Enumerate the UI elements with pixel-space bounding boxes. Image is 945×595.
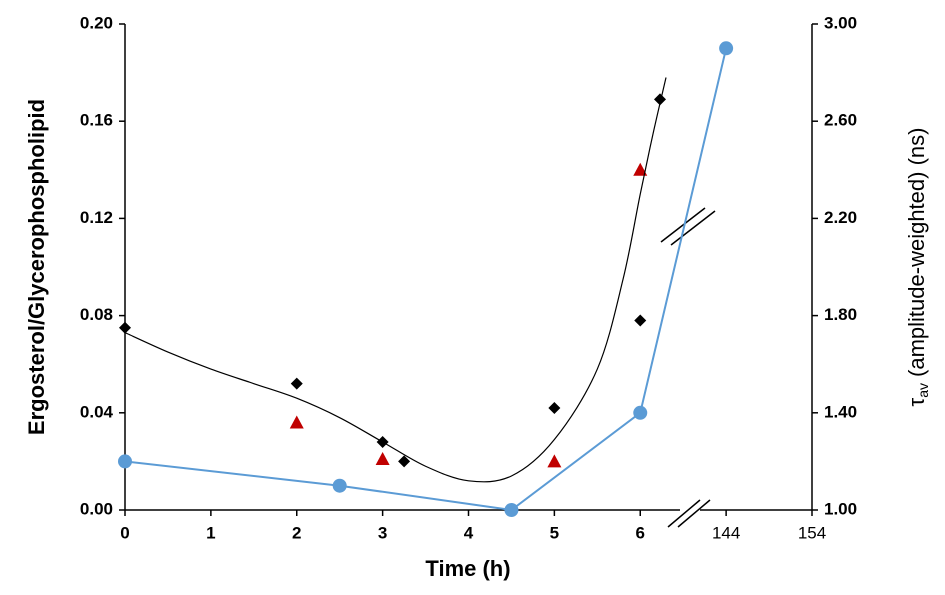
y2-axis-title: τav (amplitude-weighted) (ns) xyxy=(904,128,931,407)
break-mark xyxy=(667,499,701,528)
y-tick-label: 0.04 xyxy=(80,402,114,421)
break-mark xyxy=(660,207,706,243)
diamond-marker xyxy=(398,455,411,468)
x-tick-label: 1 xyxy=(206,523,215,542)
series-line xyxy=(124,48,728,512)
y-tick-label: 0.16 xyxy=(80,111,113,130)
x-tick-label: 4 xyxy=(464,523,474,542)
break-mark xyxy=(677,499,711,528)
y2-tick-label: 1.80 xyxy=(824,305,857,324)
y2-title-text: (amplitude-weighted) (ns) xyxy=(904,128,929,377)
circle-marker xyxy=(719,41,734,56)
circle-marker xyxy=(332,478,347,493)
y2-tick-label: 1.00 xyxy=(824,499,857,518)
y-tick-label: 0.00 xyxy=(80,499,113,518)
y2-tick-label: 1.40 xyxy=(824,402,857,421)
diamond-marker xyxy=(290,377,303,390)
y-tick-label: 0.20 xyxy=(80,13,113,32)
y-axis-title: Ergosterol/Glycerophospholipid xyxy=(24,99,49,435)
y-tick-label: 0.12 xyxy=(80,208,113,227)
y2-title-subscript: av xyxy=(915,383,931,398)
x-axis-title: Time (h) xyxy=(425,556,510,581)
x-tick-label: 3 xyxy=(378,523,387,542)
diamond-marker xyxy=(634,314,647,327)
circle-marker xyxy=(118,454,132,469)
trend-line xyxy=(124,77,667,483)
y2-tick-label: 2.20 xyxy=(824,208,857,227)
triangle-marker xyxy=(633,162,648,176)
break-mark xyxy=(670,210,716,246)
diamond-marker xyxy=(548,401,561,414)
y-tick-label: 0.08 xyxy=(80,305,113,324)
triangle-marker xyxy=(289,415,304,429)
diamond-marker xyxy=(654,93,667,106)
x-tick-label: 2 xyxy=(292,523,301,542)
circle-marker xyxy=(504,503,519,517)
x-tick-label: 5 xyxy=(550,523,559,542)
circle-marker xyxy=(633,405,648,420)
x-tick-label: 6 xyxy=(636,523,645,542)
y2-tick-label: 3.00 xyxy=(824,13,857,32)
x-tick-label: 144 xyxy=(712,523,740,542)
triangle-marker xyxy=(375,451,390,465)
axis-break xyxy=(660,207,716,528)
x-tick-label: 0 xyxy=(120,523,129,542)
x-tick-label: 154 xyxy=(798,523,826,542)
diamond-marker xyxy=(119,321,131,334)
y2-tick-label: 2.60 xyxy=(824,111,857,130)
triangle-marker xyxy=(547,454,562,468)
y2-title-symbol: τ xyxy=(904,397,929,406)
